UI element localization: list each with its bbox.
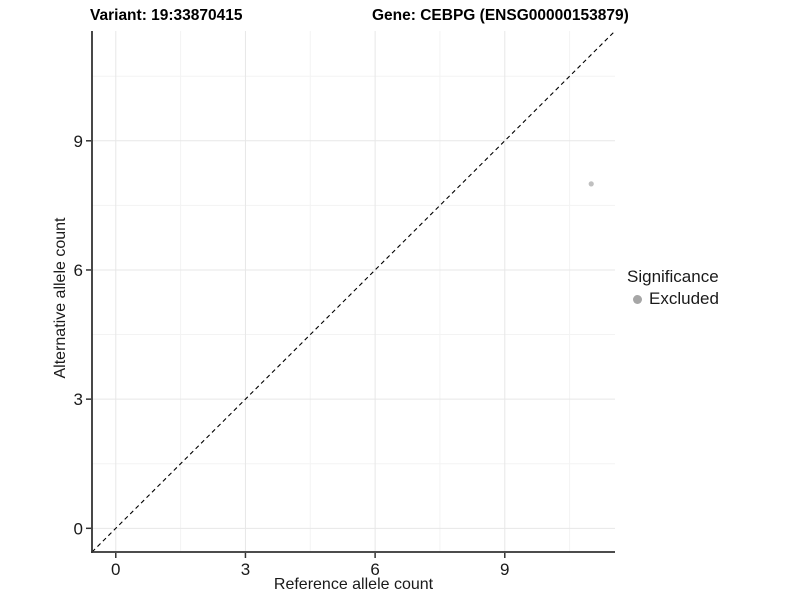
y-axis-title: Alternative allele count: [52, 217, 69, 379]
identity-dashed-line: [91, 30, 616, 553]
y-tick-label: 9: [74, 132, 83, 151]
legend-item-excluded: Excluded: [627, 289, 719, 309]
gene-title: Gene: CEBPG (ENSG00000153879): [372, 7, 629, 24]
x-tick-label: 6: [370, 560, 379, 579]
legend: Significance Excluded: [627, 267, 719, 309]
legend-point-icon: [633, 294, 642, 304]
legend-title: Significance: [627, 267, 719, 286]
x-tick-label: 9: [500, 560, 509, 579]
x-tick-label: 0: [111, 560, 120, 579]
variant-title: Variant: 19:33870415: [90, 7, 243, 24]
y-tick-label: 0: [74, 519, 83, 538]
y-tick-label: 3: [74, 390, 83, 409]
x-axis-title: Reference allele count: [273, 576, 434, 593]
y-tick-label: 6: [74, 261, 83, 280]
legend-item-label: Excluded: [649, 289, 719, 308]
x-tick-label: 3: [241, 560, 250, 579]
data-point: [588, 181, 594, 187]
